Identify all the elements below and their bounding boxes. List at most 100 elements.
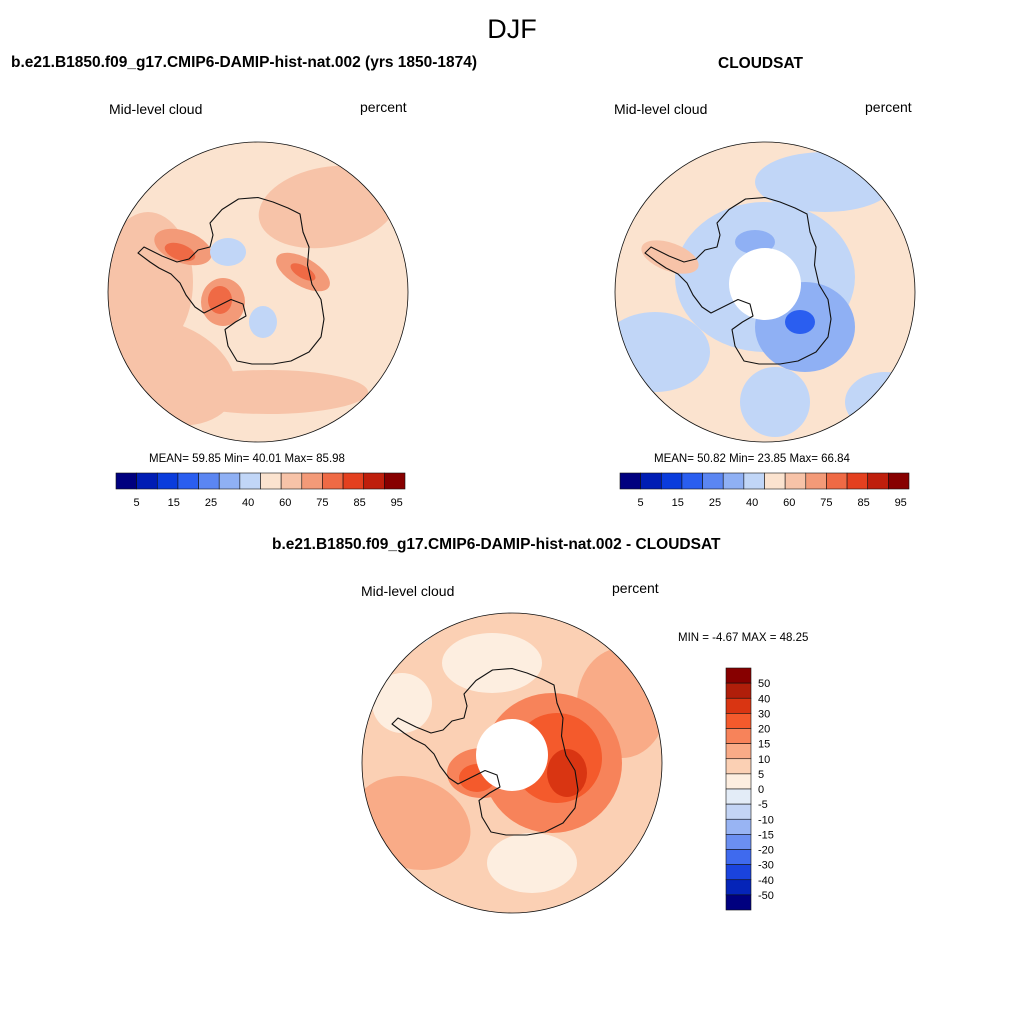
map-difference-coastline <box>391 667 579 836</box>
map-cloudsat-region <box>740 367 810 437</box>
map-model-coastline <box>137 196 325 365</box>
panel-2-colorbar-tick-label: 60 <box>783 497 795 509</box>
panel-1-colorbar-tick-label: 15 <box>168 497 180 509</box>
map-model-region <box>168 370 368 414</box>
panel-1-colorbar-tick-label: 85 <box>353 497 365 509</box>
panel-3-colorbar-tick-label: -10 <box>758 814 774 826</box>
panel-2-colorbar-box <box>764 472 786 490</box>
panel-3-colorbar-box <box>725 834 752 850</box>
panel-3-colorbar-tick-label: 5 <box>758 769 764 781</box>
map-model-region <box>290 263 316 281</box>
panel-3-colorbar-tick-label: 15 <box>758 739 770 751</box>
panel-2-variable-label: Mid-level cloud <box>614 101 708 117</box>
panel-3-colorbar-tick-label: 10 <box>758 754 770 766</box>
panel-3-title: b.e21.B1850.f09_g17.CMIP6-DAMIP-hist-nat… <box>272 536 721 553</box>
panel-1-colorbar-tick-label: 95 <box>391 497 403 509</box>
panel-3-colorbar-box <box>725 803 752 820</box>
panel-3-colorbar-box <box>725 849 752 865</box>
map-model-region <box>258 165 398 249</box>
panel-3-colorbar-tick-label: -20 <box>758 845 774 857</box>
panel-3-colorbar-tick-label: -30 <box>758 860 774 872</box>
panel-2-colorbar-box <box>888 472 910 490</box>
map-model-border <box>107 141 409 443</box>
map-cloudsat-border <box>614 141 916 443</box>
panel-3-colorbar-tick-label: -15 <box>758 829 774 841</box>
panel-1-colorbar-box <box>342 472 365 490</box>
panel-1-variable-label: Mid-level cloud <box>109 101 203 117</box>
map-model-region <box>208 286 232 314</box>
panel-1-colorbar-box <box>177 472 199 490</box>
panel-3-colorbar-tick-label: 20 <box>758 724 770 736</box>
map-cloudsat-missing-pole <box>729 248 801 320</box>
panel-1-colorbar-box <box>384 472 406 490</box>
map-model-field <box>108 142 408 442</box>
panel-3-colorbar-box <box>725 743 752 760</box>
map-cloudsat-region <box>785 310 815 334</box>
panel-3-colorbar-box <box>725 713 752 729</box>
map-difference-region <box>442 633 542 693</box>
panel-2-units-label: percent <box>865 99 912 115</box>
panel-1-colorbar-box <box>239 472 261 490</box>
panel-3-colorbar-box <box>725 894 752 911</box>
panel-2-colorbar-box <box>660 472 683 490</box>
panel-3-colorbar-tick-label: -40 <box>758 875 774 887</box>
panel-3-colorbar-tick-label: -5 <box>758 799 768 811</box>
map-difference-region <box>487 833 577 893</box>
panel-2-colorbar-box <box>702 472 724 490</box>
panel-1-colorbar-tick-label: 60 <box>279 497 291 509</box>
map-cloudsat-field <box>615 142 915 442</box>
panel-3-colorbar-box <box>725 697 752 714</box>
panel-1-colorbar-tick-label: 5 <box>134 497 140 509</box>
panel-3-colorbar-box <box>725 758 752 775</box>
panel-2-colorbar-box <box>867 472 889 490</box>
panel-3-colorbar-tick-label: -50 <box>758 890 774 902</box>
panel-3-variable-label: Mid-level cloud <box>361 583 455 599</box>
panel-2-colorbar-box <box>722 472 745 490</box>
panel-3-colorbar-box <box>725 879 752 896</box>
panel-1-colorbar-box <box>322 472 344 490</box>
panel-2-title: CLOUDSAT <box>718 55 803 72</box>
panel-3-colorbar-tick-label: 0 <box>758 784 764 796</box>
panel-3-colorbar-box <box>725 682 752 699</box>
panel-3-colorbar-box <box>725 728 752 744</box>
panel-2-colorbar-tick-label: 5 <box>638 497 644 509</box>
map-difference-region <box>372 673 432 733</box>
panel-2-colorbar-tick-label: 95 <box>895 497 907 509</box>
panel-1-colorbar-box <box>218 472 241 490</box>
panel-3-stats: MIN = -4.67 MAX = 48.25 <box>678 632 809 644</box>
panel-1-colorbar-box <box>156 472 179 490</box>
map-model-region <box>249 306 277 338</box>
map-cloudsat-coastline <box>644 196 832 365</box>
panel-3-colorbar-box <box>725 773 752 790</box>
panel-3-colorbar-box <box>725 788 752 805</box>
panel-2-colorbar-box <box>805 472 827 490</box>
panel-3-units-label: percent <box>612 580 659 596</box>
panel-1-colorbar-box <box>260 472 282 490</box>
panel-2-colorbar-box <box>619 472 641 490</box>
panel-3-colorbar-tick-label: 50 <box>758 678 770 690</box>
panel-1-title: b.e21.B1850.f09_g17.CMIP6-DAMIP-hist-nat… <box>11 54 478 71</box>
panel-1-stats: MEAN= 59.85 Min= 40.01 Max= 85.98 <box>149 453 345 465</box>
panel-3-colorbar-tick-label: 30 <box>758 708 770 720</box>
panel-2-colorbar-tick-label: 85 <box>857 497 869 509</box>
panel-2-stats: MEAN= 50.82 Min= 23.85 Max= 66.84 <box>654 453 850 465</box>
map-difference-border <box>361 612 663 914</box>
panel-1-colorbar-box <box>363 472 385 490</box>
panel-2-colorbar-box <box>784 472 807 490</box>
panel-2-colorbar-tick-label: 25 <box>709 497 721 509</box>
map-difference-missing-pole <box>476 719 548 791</box>
panel-2-colorbar-box <box>743 472 765 490</box>
map-model-region <box>210 238 246 266</box>
panel-2-colorbar-box <box>846 472 869 490</box>
panel-1-colorbar-box <box>115 472 137 490</box>
panel-2-colorbar-box <box>826 472 848 490</box>
panel-1-colorbar-box <box>280 472 303 490</box>
panel-3-colorbar-tick-label: 40 <box>758 693 770 705</box>
panel-1-colorbar-tick-label: 40 <box>242 497 254 509</box>
panel-2-colorbar-tick-label: 40 <box>746 497 758 509</box>
panel-1-units-label: percent <box>360 99 407 115</box>
